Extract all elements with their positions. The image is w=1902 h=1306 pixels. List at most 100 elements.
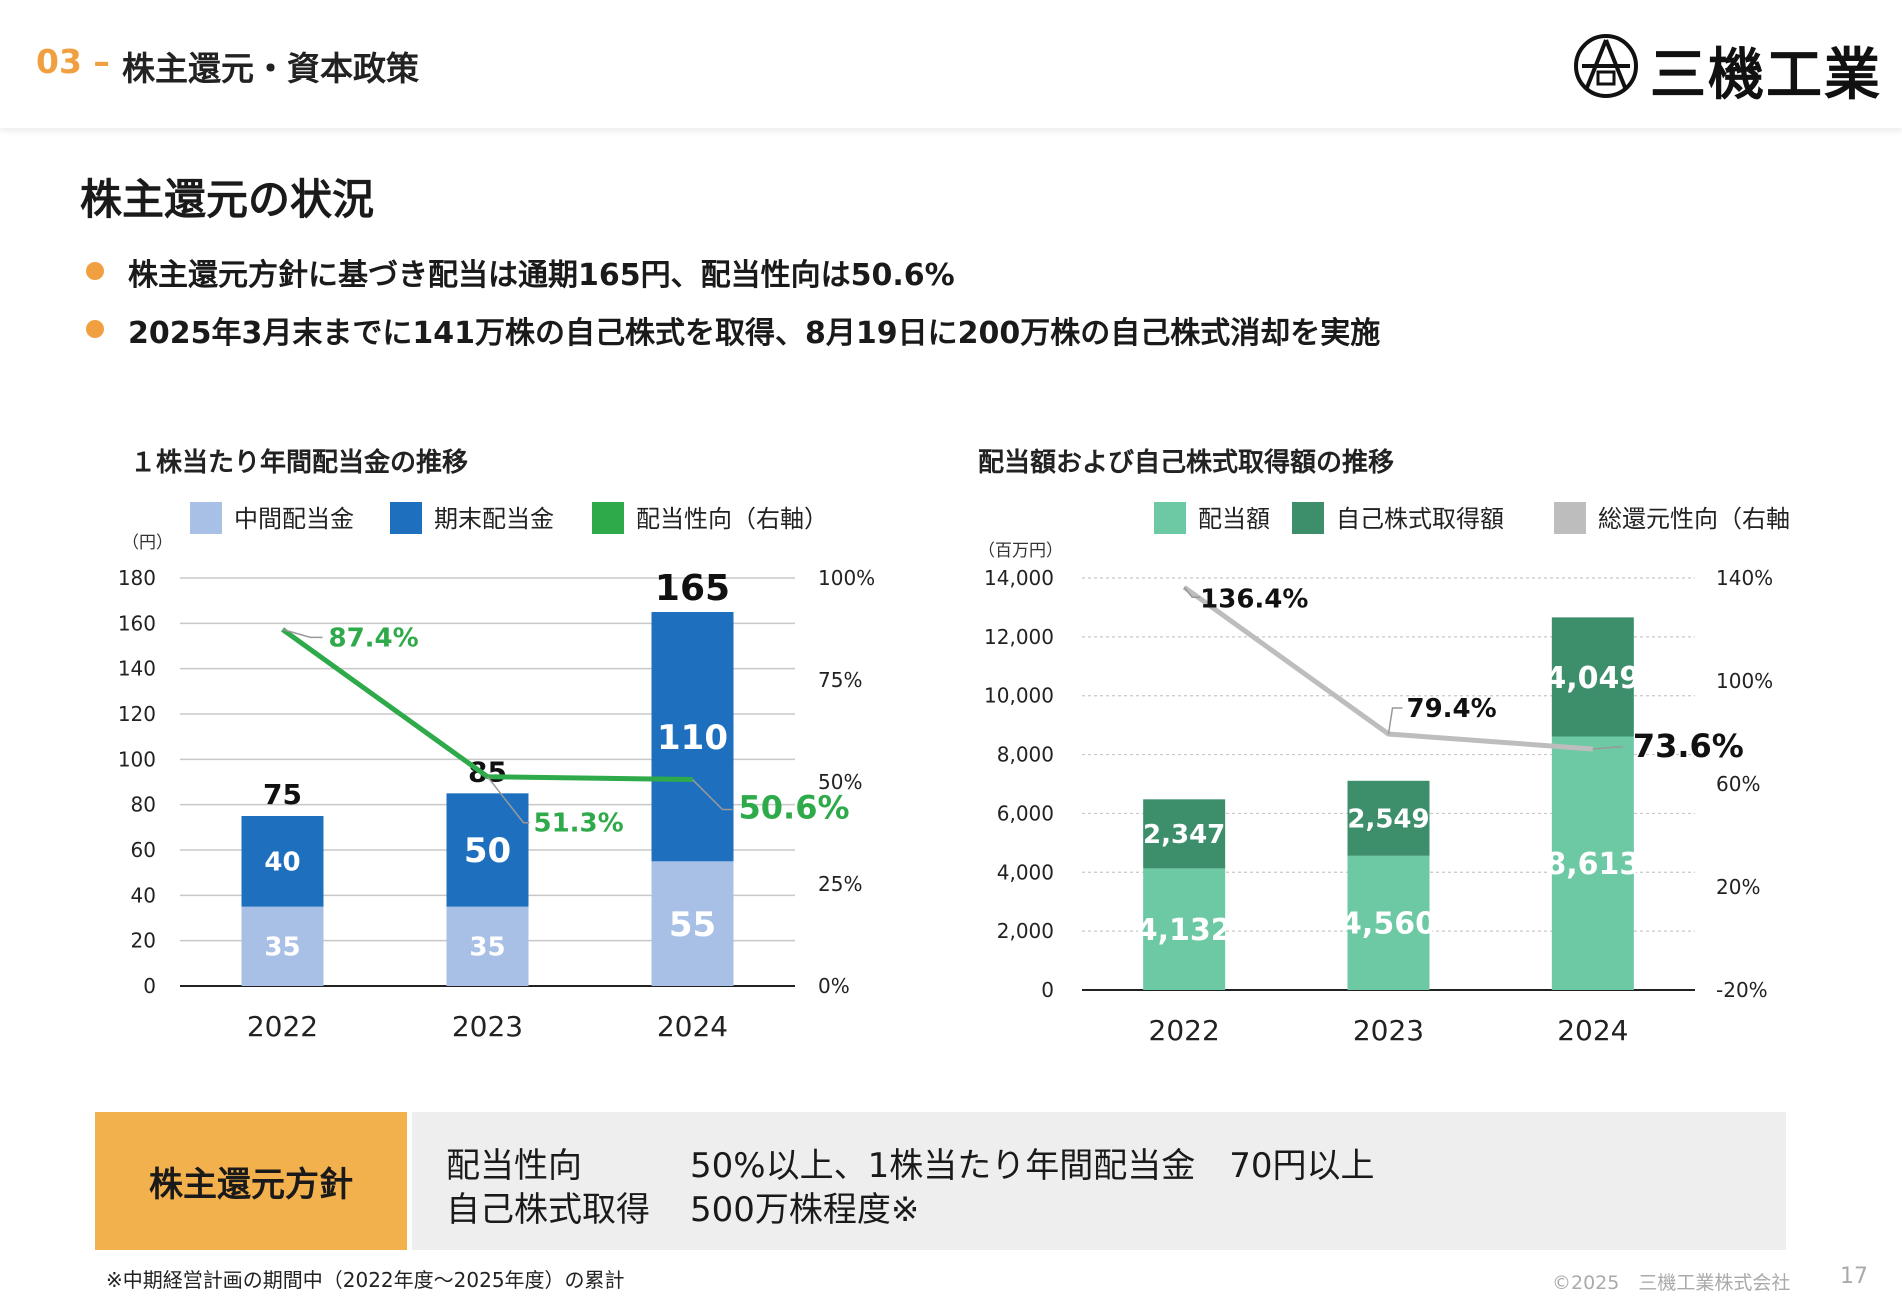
bar-segment [1143, 799, 1226, 869]
x-tick-label: 2022 [247, 1010, 318, 1043]
y2-tick-label: 140% [1716, 566, 1773, 590]
section-number: 03 – [36, 42, 110, 81]
y2-tick-label: 100% [1716, 669, 1773, 693]
logo-text: 三機工業 [1650, 43, 1882, 108]
company-logo [1574, 34, 1638, 98]
data-label: 35 [469, 933, 505, 963]
bullet-text: 2025年3月末までに141万株の自己株式を取得、8月19日に200万株の自己株… [128, 316, 1381, 351]
legend-swatch [190, 502, 222, 534]
legend-label: 中間配当金 [234, 505, 354, 533]
y-axis-unit: （円） [122, 533, 173, 553]
bullet-dot-icon [86, 262, 104, 280]
y2-tick-label: 100% [818, 566, 875, 590]
x-tick-label: 2023 [1353, 1014, 1424, 1047]
y-tick-label: 14,000 [984, 566, 1054, 590]
header-bar: 03 – 株主還元・資本政策 三機工業 [0, 0, 1902, 128]
bar-segment [1143, 868, 1226, 990]
total-label: 165 [655, 568, 730, 609]
y-tick-label: 180 [118, 566, 156, 590]
data-label: 40 [264, 848, 300, 878]
data-label: 2,347 [1143, 820, 1225, 850]
legend-swatch [1292, 502, 1324, 534]
legend-label: 総還元性向（右軸） [1598, 505, 1790, 533]
x-tick-label: 2023 [452, 1010, 523, 1043]
bullet-text: 株主還元方針に基づき配当は通期165円、配当性向は50.6% [128, 258, 955, 293]
policy-label: 株主還元方針 [95, 1112, 407, 1250]
legend-swatch [1154, 502, 1186, 534]
bar-segment [446, 906, 529, 986]
ratio-label: 50.6% [739, 789, 850, 827]
policy-key: 自己株式取得 [446, 1190, 650, 1230]
leader-line [1387, 707, 1403, 735]
legend-label: 期末配当金 [434, 505, 554, 533]
data-label: 35 [264, 933, 300, 963]
y2-tick-label: 50% [818, 770, 862, 794]
y-tick-label: 60 [131, 838, 156, 862]
y-tick-label: 100 [118, 747, 156, 771]
y2-tick-label: -20% [1716, 978, 1768, 1002]
y-tick-label: 0 [1041, 978, 1054, 1002]
return-chart: 配当額 自己株式取得額 総還元性向（右軸） （百万円） 0 2,000 4,000 6,000… [978, 502, 1790, 1047]
y-tick-label: 20 [131, 929, 156, 953]
leader-line [282, 628, 323, 639]
ratio-label: 51.3% [534, 809, 624, 839]
y2-tick-label: 60% [1716, 772, 1760, 796]
total-label: 75 [263, 778, 302, 811]
policy-key: 配当性向 [446, 1146, 582, 1186]
y2-tick-label: 75% [818, 668, 862, 692]
y-axis-unit: （百万円） [978, 541, 1063, 561]
y-tick-label: 6,000 [997, 801, 1054, 825]
page-number: 17 [1840, 1264, 1868, 1289]
bar-segment [241, 816, 324, 907]
bullet-dot-icon [86, 320, 104, 338]
bar-segment [651, 861, 734, 986]
y-tick-label: 140 [118, 657, 156, 681]
page-title: 株主還元の状況 [80, 175, 375, 224]
leader-line [691, 779, 733, 811]
y-tick-label: 4,000 [997, 860, 1054, 884]
legend-swatch [390, 502, 422, 534]
bar-segment [1347, 780, 1430, 856]
policy-body: 配当性向 50%以上、1株当たり年間配当金 70円以上 自己株式取得 500万株… [412, 1112, 1786, 1250]
chart-title-dividend: １株当たり年間配当金の推移 [130, 448, 469, 478]
legend-label: 配当性向（右軸） [636, 505, 828, 533]
dividend-chart: 中間配当金 期末配当金 配当性向（右軸） （円） 0 20 40 60 80 100 120 140 1… [118, 502, 875, 1043]
y-tick-label: 10,000 [984, 684, 1054, 708]
chart-title-return: 配当額および自己株式取得額の推移 [978, 448, 1395, 478]
section-title: 株主還元・資本政策 [122, 49, 419, 88]
footnote: ※中期経営計画の期間中（2022年度～2025年度）の累計 [106, 1268, 625, 1292]
bar-segment [651, 612, 734, 862]
data-label: 4,049 [1545, 661, 1640, 696]
x-tick-label: 2024 [1557, 1014, 1628, 1047]
y-tick-label: 0 [143, 974, 156, 998]
x-tick-label: 2022 [1149, 1014, 1220, 1047]
data-label: 110 [657, 718, 728, 758]
data-label: 50 [464, 831, 511, 871]
bar-segment [1347, 855, 1430, 990]
leader-line [486, 776, 530, 824]
data-label: 4,132 [1137, 913, 1232, 948]
ratio-label: 87.4% [329, 623, 419, 653]
y-tick-label: 120 [118, 702, 156, 726]
y-tick-label: 160 [118, 611, 156, 635]
leader-line [1183, 586, 1201, 599]
y2-tick-label: 0% [818, 974, 850, 998]
x-tick-label: 2024 [657, 1010, 728, 1043]
y-tick-label: 40 [131, 883, 156, 907]
y-tick-label: 80 [131, 793, 156, 817]
y-tick-label: 12,000 [984, 625, 1054, 649]
y-tick-label: 2,000 [997, 919, 1054, 943]
bar-segment [241, 906, 324, 986]
total-label: 85 [468, 755, 507, 788]
legend-label: 自己株式取得額 [1336, 505, 1504, 533]
legend-label: 配当額 [1198, 505, 1270, 533]
policy-value: 50%以上、1株当たり年間配当金 70円以上 [690, 1146, 1375, 1186]
data-label: 4,560 [1341, 907, 1436, 942]
data-label: 2,549 [1347, 805, 1429, 835]
leader-line [1592, 746, 1623, 750]
legend-swatch [592, 502, 624, 534]
data-label: 55 [669, 905, 716, 945]
policy-value: 500万株程度※ [690, 1190, 920, 1230]
y-tick-label: 8,000 [997, 743, 1054, 767]
y2-tick-label: 25% [818, 872, 862, 896]
